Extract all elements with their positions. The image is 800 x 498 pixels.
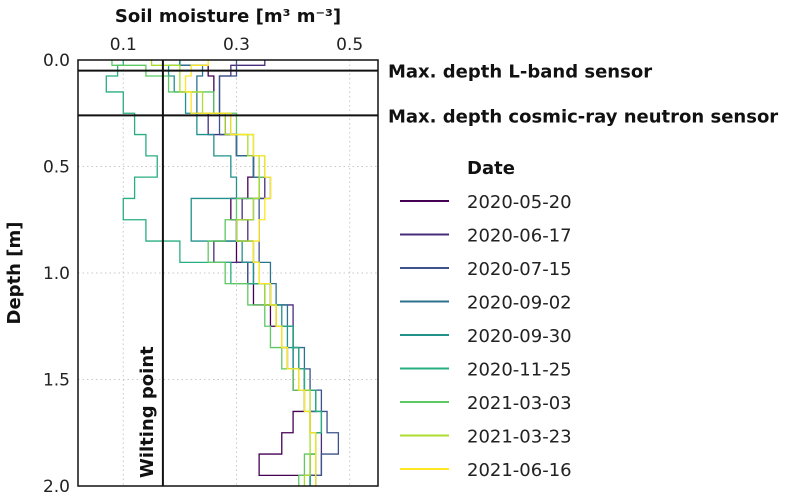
x-tick-label: 0.5 bbox=[336, 35, 363, 55]
legend-title: Date bbox=[467, 158, 515, 179]
y-axis-title: Depth [m] bbox=[4, 222, 25, 325]
grid bbox=[78, 59, 378, 487]
x-tick-label: 0.1 bbox=[110, 35, 137, 55]
legend-label: 2021-06-16 bbox=[467, 460, 572, 481]
plot-frame bbox=[77, 59, 379, 487]
legend-label: 2020-07-15 bbox=[467, 259, 572, 280]
y-tick-label: 0.0 bbox=[43, 51, 70, 71]
x-tick-label: 0.3 bbox=[223, 35, 250, 55]
reference-line-label: Max. depth cosmic-ray neutron sensor bbox=[388, 106, 778, 127]
reference-line-label: Max. depth L-band sensor bbox=[388, 62, 652, 83]
series-line-2020-07-15 bbox=[218, 60, 340, 486]
legend-label: 2021-03-23 bbox=[467, 427, 572, 448]
legend: 2020-05-20 2020-06-17 2020-07-15 2020-09-02… bbox=[400, 192, 572, 481]
y-tick-label: 1.0 bbox=[43, 264, 70, 284]
y-tick-labels: 0.0 0.5 1.0 1.5 2.0 bbox=[43, 51, 70, 497]
legend-label: 2021-03-03 bbox=[467, 393, 572, 414]
legend-label: 2020-09-30 bbox=[467, 326, 572, 347]
x-tick-labels: 0.1 0.3 0.5 bbox=[110, 35, 363, 55]
wilting-point-label: Wilting point bbox=[137, 346, 158, 478]
y-tick-label: 2.0 bbox=[43, 477, 70, 497]
series-line-2020-11-25 bbox=[105, 60, 323, 486]
legend-label: 2020-09-02 bbox=[467, 293, 572, 314]
legend-label: 2020-06-17 bbox=[467, 226, 572, 247]
series-line-2021-06-16 bbox=[184, 60, 317, 486]
y-tick-label: 0.5 bbox=[43, 158, 70, 178]
y-tick-label: 1.5 bbox=[43, 371, 70, 391]
reference-annotations: Max. depth L-band sensor Max. depth cosmi… bbox=[137, 62, 778, 478]
legend-label: 2020-11-25 bbox=[467, 360, 572, 381]
x-axis-title: Soil moisture [m³ m⁻³] bbox=[115, 6, 341, 27]
reference-lines bbox=[78, 60, 378, 486]
legend-label: 2020-05-20 bbox=[467, 192, 572, 213]
